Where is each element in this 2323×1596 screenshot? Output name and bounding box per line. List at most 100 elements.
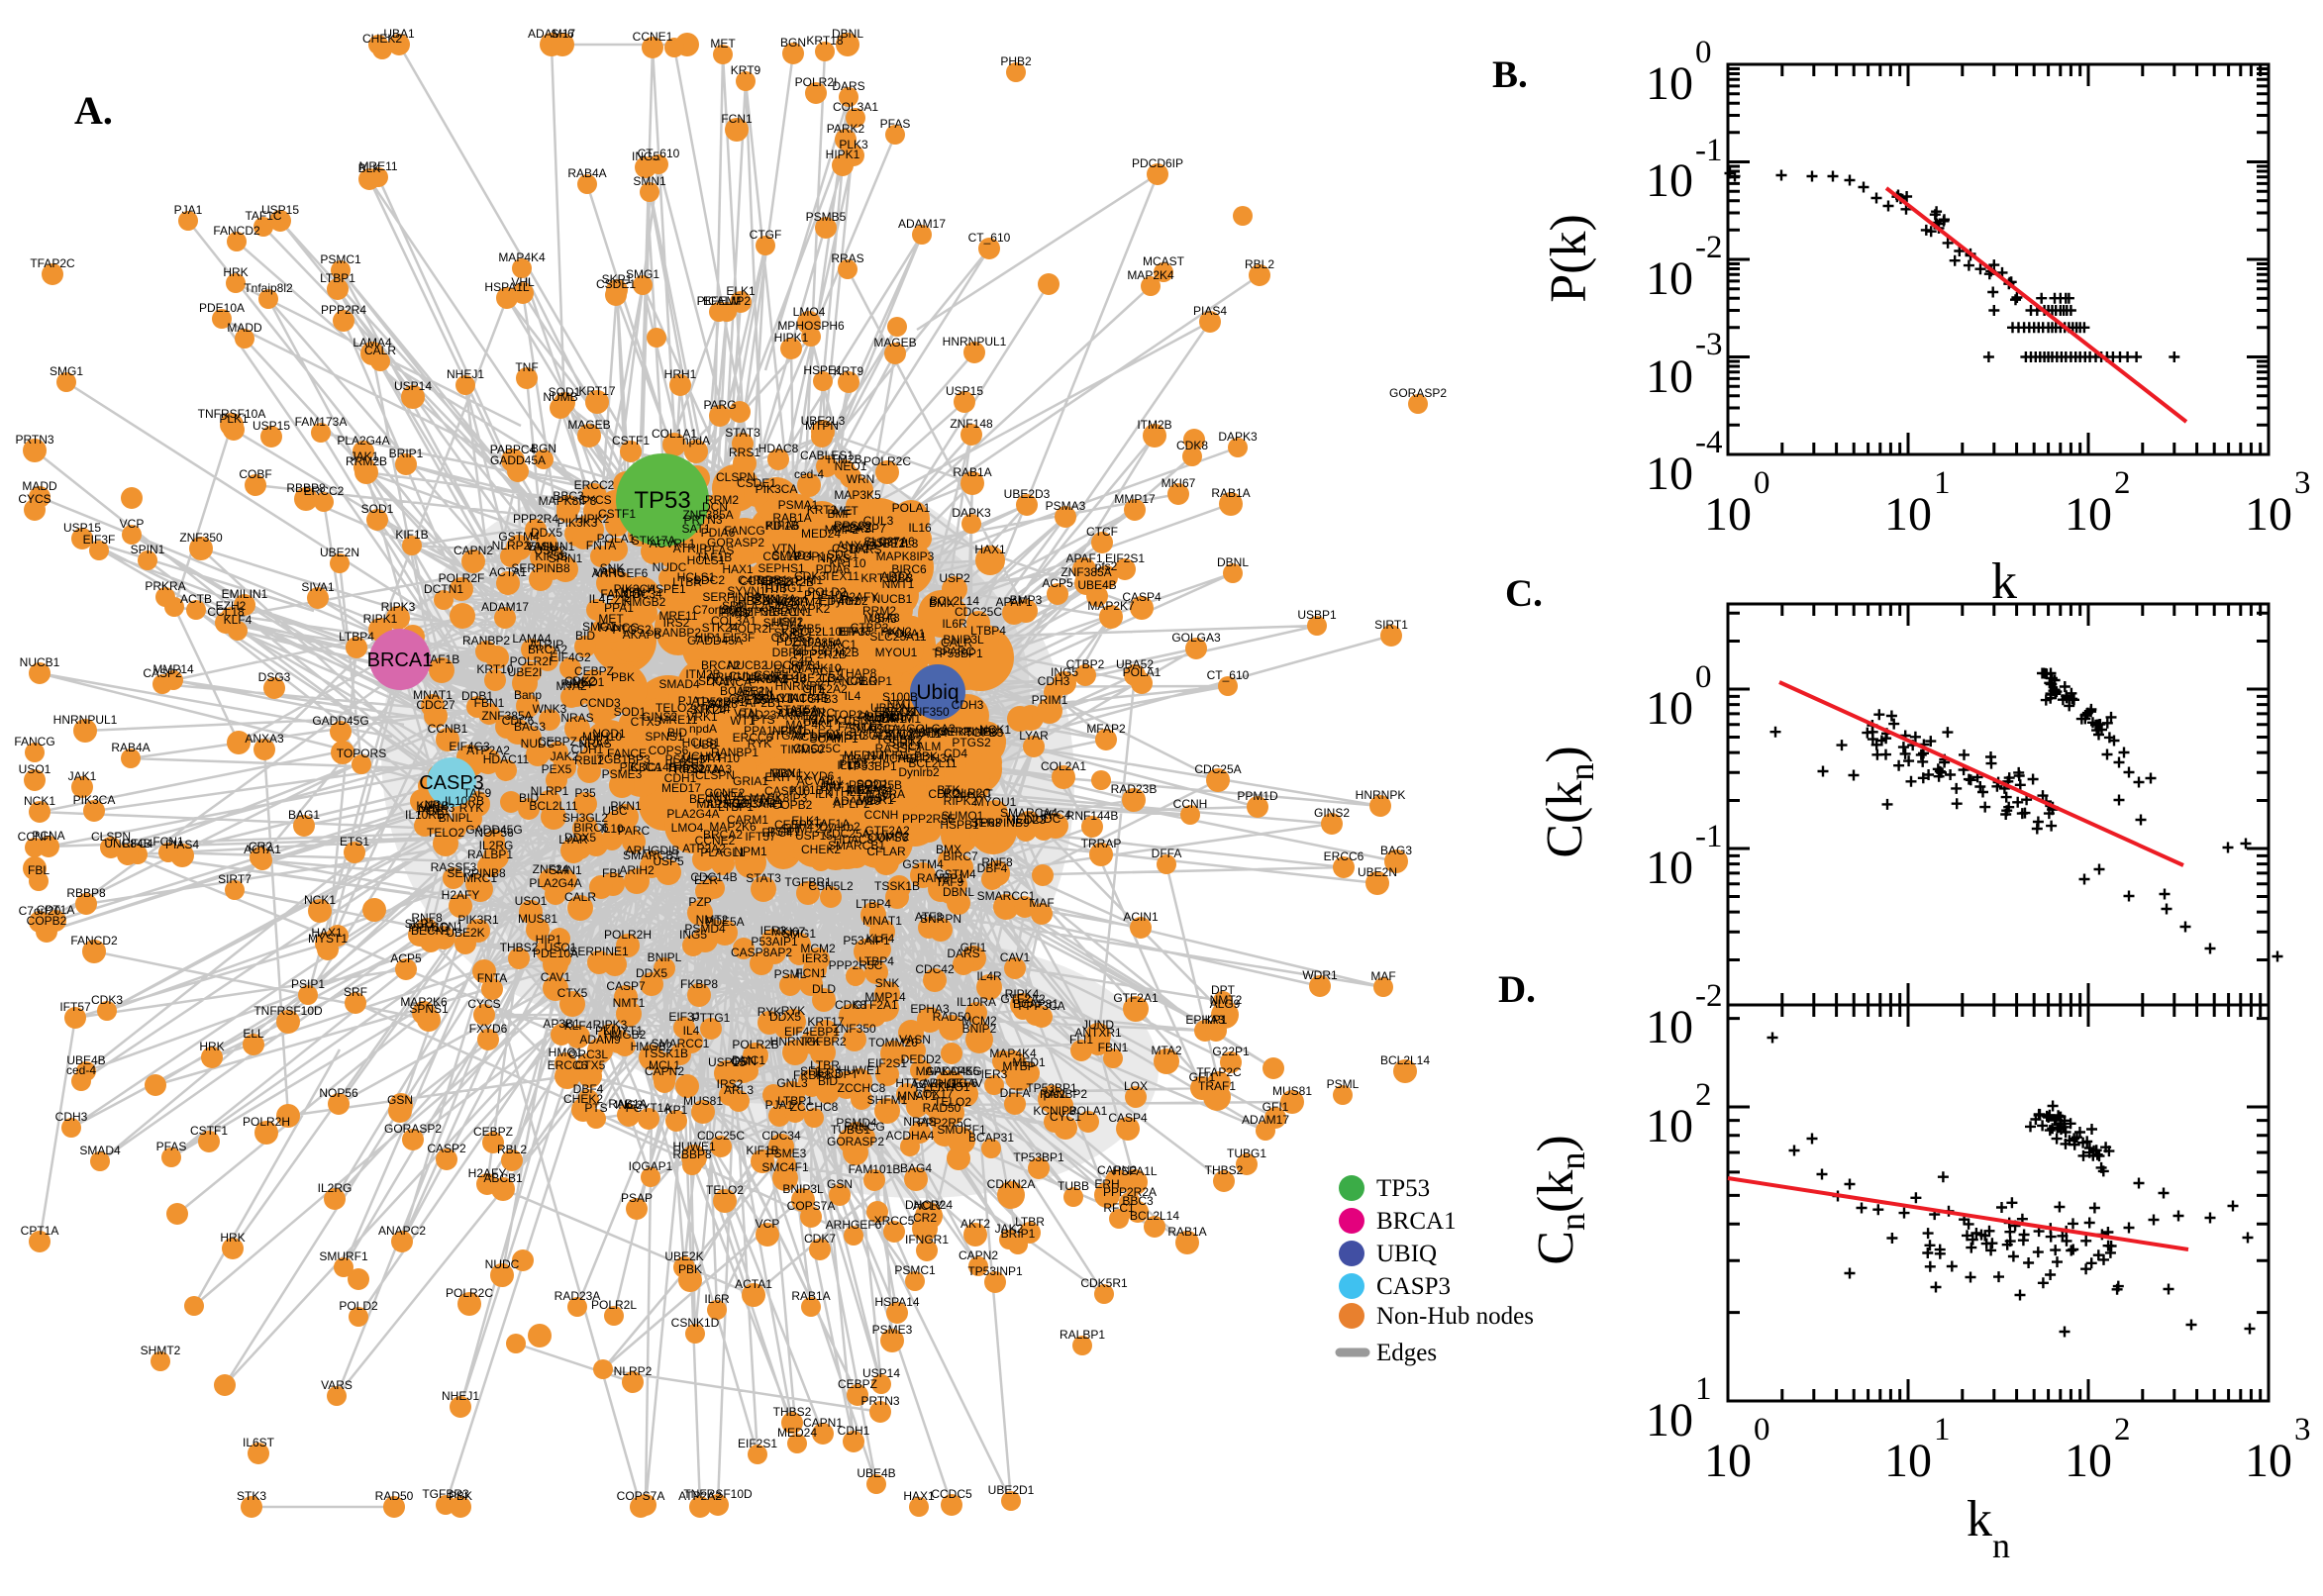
svg-text:CT_610: CT_610: [968, 231, 1011, 245]
svg-text:TGFBR1: TGFBR1: [784, 875, 832, 889]
svg-text:CDK3: CDK3: [794, 569, 826, 583]
svg-text:C4R: C4R: [738, 573, 761, 587]
svg-text:HCLS1: HCLS1: [677, 570, 716, 584]
svg-text:ELK1: ELK1: [791, 814, 821, 828]
svg-text:STAT5A: STAT5A: [775, 703, 819, 717]
svg-text:KRT17: KRT17: [807, 1015, 844, 1029]
svg-text:PSML: PSML: [1327, 1077, 1360, 1091]
svg-text:TP53INP1: TP53INP1: [967, 1264, 1023, 1278]
svg-text:ATRIP: ATRIP: [530, 638, 563, 651]
svg-text:ZNF385A: ZNF385A: [682, 508, 733, 522]
svg-text:USP15: USP15: [252, 419, 290, 433]
svg-text:WRN: WRN: [847, 472, 875, 486]
svg-text:CCL18: CCL18: [762, 549, 800, 563]
svg-text:P53AIP1: P53AIP1: [737, 797, 784, 811]
svg-text:PPM1D: PPM1D: [408, 921, 450, 935]
svg-text:USP2: USP2: [534, 544, 565, 557]
svg-text:UBE2L3: UBE2L3: [791, 671, 836, 685]
svg-text:FKBP8: FKBP8: [680, 977, 718, 991]
svg-text:DAPK3: DAPK3: [1218, 430, 1258, 444]
svg-text:RIPK4: RIPK4: [858, 783, 893, 797]
svg-text:RNF8: RNF8: [411, 911, 443, 925]
svg-text:FANCG: FANCG: [14, 735, 54, 748]
svg-text:npdA: npdA: [689, 722, 717, 736]
svg-text:EMILIN1: EMILIN1: [222, 587, 268, 601]
svg-text:PPP2R5C: PPP2R5C: [829, 958, 883, 972]
svg-text:PPP2R2A: PPP2R2A: [1103, 1185, 1157, 1199]
svg-text:GSPT1: GSPT1: [866, 536, 906, 549]
svg-text:CAPN2: CAPN2: [645, 1064, 684, 1078]
svg-text:TAF9: TAF9: [936, 875, 964, 889]
svg-text:FXYD6: FXYD6: [469, 1022, 508, 1036]
svg-text:MUS81: MUS81: [518, 912, 557, 926]
svg-text:DARS: DARS: [947, 947, 979, 960]
svg-text:ILK: ILK: [815, 787, 833, 801]
svg-text:CASP8AP2: CASP8AP2: [731, 946, 792, 959]
svg-text:THBS2: THBS2: [731, 594, 769, 608]
svg-text:LTBP4: LTBP4: [339, 630, 374, 644]
svg-text:GSN: GSN: [731, 1054, 757, 1068]
svg-text:IL6R: IL6R: [942, 617, 967, 631]
svg-text:SEPHS1: SEPHS1: [758, 561, 805, 575]
svg-text:DFFA: DFFA: [1000, 1086, 1031, 1100]
svg-text:TAF9: TAF9: [463, 786, 492, 800]
svg-text:BIRC6: BIRC6: [573, 821, 609, 835]
svg-text:DDB1: DDB1: [757, 573, 788, 587]
svg-text:TELO2: TELO2: [427, 826, 464, 840]
svg-text:CDK5R1: CDK5R1: [1080, 1276, 1128, 1290]
svg-text:BAG3: BAG3: [1380, 844, 1412, 857]
svg-text:RBX1: RBX1: [771, 766, 803, 780]
svg-text:Non-Hub nodes: Non-Hub nodes: [1376, 1303, 1534, 1330]
svg-text:RIPK3: RIPK3: [593, 1018, 628, 1032]
svg-text:KRT17: KRT17: [578, 384, 615, 398]
svg-text:BRCA1: BRCA1: [367, 649, 434, 671]
svg-text:USO1: USO1: [545, 941, 577, 954]
svg-text:GINS2: GINS2: [642, 710, 677, 724]
svg-text:MED23: MED23: [1006, 813, 1046, 827]
svg-text:MCL1: MCL1: [649, 1058, 680, 1072]
svg-text:DBNL: DBNL: [1217, 555, 1249, 569]
svg-text:CARM1: CARM1: [727, 813, 768, 827]
svg-text:ADAM17: ADAM17: [481, 600, 529, 614]
svg-text:ARHGEF6: ARHGEF6: [922, 1076, 978, 1090]
svg-text:GORASP2: GORASP2: [1389, 386, 1447, 400]
svg-text:RCHY1: RCHY1: [754, 692, 794, 706]
svg-text:MAPK2: MAPK2: [790, 602, 831, 616]
svg-text:ACP5: ACP5: [390, 951, 422, 965]
svg-text:DDX5: DDX5: [636, 966, 667, 980]
svg-text:BNIP3L: BNIP3L: [734, 605, 775, 619]
svg-text:HAX1: HAX1: [722, 562, 754, 576]
svg-text:ARIH2: ARIH2: [619, 863, 655, 877]
svg-text:NR4A1: NR4A1: [760, 605, 799, 619]
svg-text:MUS81: MUS81: [1272, 1084, 1312, 1098]
svg-text:TAF1C: TAF1C: [245, 209, 281, 223]
svg-text:POLA1: POLA1: [1069, 1104, 1108, 1118]
svg-text:TUBG1: TUBG1: [1227, 1147, 1266, 1160]
svg-text:MTA2: MTA2: [1151, 1044, 1181, 1057]
svg-text:BCL2L11: BCL2L11: [529, 799, 577, 813]
svg-text:3: 3: [2294, 465, 2311, 501]
svg-text:DCTN1: DCTN1: [424, 582, 463, 596]
svg-text:DEDD2: DEDD2: [901, 1052, 942, 1066]
svg-text:PPP2R4: PPP2R4: [321, 303, 366, 317]
svg-text:ATF3: ATF3: [915, 910, 944, 924]
svg-text:PKMYT1: PKMYT1: [595, 1024, 643, 1038]
svg-text:SERPINB8: SERPINB8: [447, 866, 506, 880]
svg-text:SMURF1: SMURF1: [319, 1249, 368, 1263]
svg-text:ACDHA4: ACDHA4: [793, 730, 842, 744]
svg-text:EIF3J: EIF3J: [840, 625, 870, 639]
svg-text:CDH1: CDH1: [838, 1424, 870, 1438]
svg-text:P53AIP1: P53AIP1: [843, 934, 890, 948]
svg-text:ADAM17: ADAM17: [1242, 1113, 1289, 1127]
svg-text:TNFRSF10D: TNFRSF10D: [683, 1487, 753, 1501]
svg-text:IL10RA: IL10RA: [865, 787, 905, 801]
svg-text:IER3: IER3: [815, 1066, 842, 1080]
svg-text:HRK: HRK: [223, 265, 248, 279]
svg-text:BID: BID: [818, 1074, 838, 1088]
svg-text:CHEK2: CHEK2: [801, 843, 841, 856]
svg-text:PRTN3: PRTN3: [15, 433, 53, 447]
svg-text:CDKN2A: CDKN2A: [987, 1177, 1036, 1191]
svg-text:PSMB5: PSMB5: [781, 622, 822, 636]
svg-text:COL3A1: COL3A1: [732, 796, 777, 810]
svg-text:CALR: CALR: [364, 344, 396, 357]
